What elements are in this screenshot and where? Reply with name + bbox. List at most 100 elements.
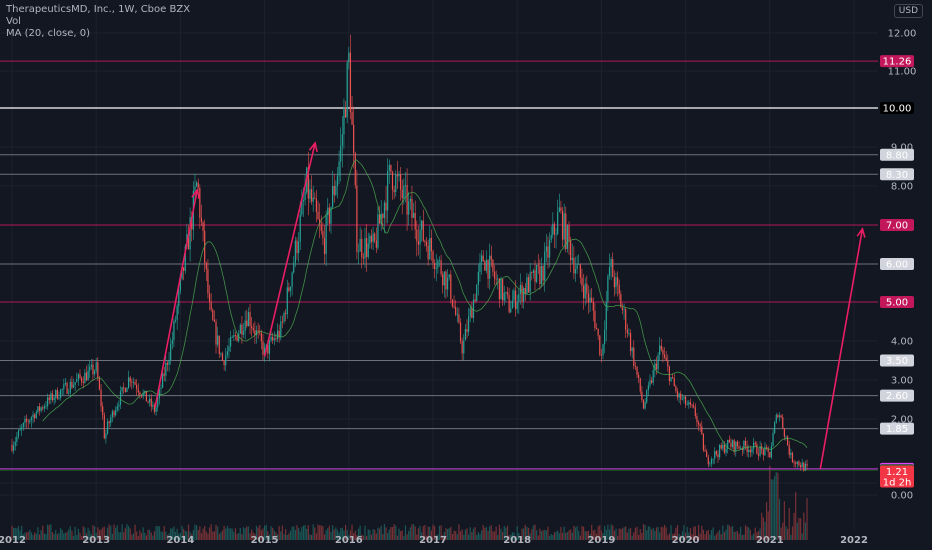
volume-bar: [174, 531, 177, 540]
candle-body: [160, 387, 162, 389]
volume-bar: [145, 535, 147, 540]
level-badge[interactable]: [880, 258, 914, 270]
volume-bar: [495, 526, 497, 540]
candle-body: [264, 347, 266, 355]
volume-bar: [385, 527, 387, 540]
candle-body: [678, 393, 680, 398]
candle-body: [123, 387, 125, 389]
candle-body: [759, 446, 761, 456]
level-badge[interactable]: [880, 389, 914, 402]
volume-bar: [58, 532, 60, 540]
level-badge[interactable]: [880, 219, 914, 231]
volume-bar: [382, 534, 384, 540]
volume-bar: [563, 526, 565, 540]
candle-body: [13, 445, 15, 451]
candle-body: [553, 223, 556, 235]
volume-bar: [103, 526, 105, 540]
volume-bar: [733, 531, 735, 540]
candle-body: [592, 301, 594, 311]
volume-bar: [375, 533, 377, 540]
level-badge[interactable]: [880, 55, 914, 68]
volume-bar: [361, 534, 363, 540]
ma-indicator-label[interactable]: MA (20, close, 0): [6, 28, 91, 39]
candle-body: [547, 246, 549, 258]
volume-bar: [302, 525, 305, 540]
volume-bar: [710, 530, 713, 540]
volume-bar: [276, 534, 279, 540]
symbol-title[interactable]: TherapeuticsMD, Inc., 1W, Cboe BZX: [6, 4, 191, 15]
trend-arrow-line[interactable]: [263, 142, 316, 357]
level-badge[interactable]: [880, 354, 914, 367]
price-tick-label: 12.00: [888, 29, 917, 40]
volume-bar: [497, 534, 499, 540]
volume-bar: [663, 524, 666, 540]
volume-bar: [480, 530, 483, 540]
candle-body: [421, 220, 423, 230]
candle-body: [560, 207, 562, 211]
volume-bar: [43, 533, 45, 540]
trend-arrow-line[interactable]: [819, 228, 864, 470]
candle-body: [234, 335, 237, 337]
volume-bar: [552, 535, 554, 540]
volume-bar: [217, 526, 219, 540]
candle-body: [589, 297, 591, 303]
level-badge[interactable]: [880, 168, 914, 181]
level-badge[interactable]: [880, 102, 914, 114]
candle-body: [336, 175, 339, 186]
level-badge[interactable]: [880, 422, 914, 435]
volume-bar: [754, 527, 756, 540]
volume-bar: [634, 527, 637, 540]
volume-bar: [286, 535, 288, 540]
candle-body: [228, 346, 230, 352]
volume-bar: [523, 528, 525, 540]
volume-bar: [795, 492, 797, 540]
candle-body: [579, 264, 581, 278]
candle-body: [372, 233, 374, 242]
volume-bar: [602, 532, 604, 540]
volume-bar: [299, 531, 301, 540]
candle-body: [223, 360, 225, 366]
currency-badge[interactable]: USD: [893, 4, 923, 18]
volume-bar: [618, 528, 620, 540]
candle-body: [604, 329, 606, 345]
candle-body: [259, 331, 261, 333]
candle-body: [665, 357, 667, 361]
candle-body: [390, 164, 392, 172]
level-badge[interactable]: [880, 148, 914, 161]
volume-bar: [720, 534, 722, 540]
candle-body: [68, 392, 70, 394]
volume-bar: [396, 535, 398, 540]
volume-bar: [489, 526, 491, 540]
volume-indicator-label[interactable]: Vol: [6, 16, 21, 27]
candle-body: [108, 421, 110, 423]
volume-bar: [712, 527, 714, 540]
current-price-badge[interactable]: [880, 465, 914, 488]
candle-body: [476, 285, 478, 302]
candle-body: [803, 462, 805, 471]
volume-bar: [715, 533, 717, 540]
volume-bar: [259, 525, 261, 540]
volume-bar: [383, 524, 386, 540]
volume-bar: [306, 528, 308, 540]
candle-body: [309, 189, 311, 199]
candle-body: [660, 345, 662, 350]
candle-body: [526, 277, 528, 294]
time-axis[interactable]: 2012 2013 2014 2015 2016 2017 2018 2019 2020 2021…: [0, 535, 868, 546]
trend-arrow-line[interactable]: [154, 189, 199, 408]
candle-body: [629, 333, 632, 352]
candle-body: [71, 381, 73, 388]
volume-bar: [16, 528, 18, 540]
candle-body: [367, 243, 369, 258]
volume-bar: [51, 531, 54, 540]
volume-bar: [95, 532, 97, 540]
volume-bar: [458, 524, 460, 540]
volume-bar: [764, 521, 766, 540]
price-axis[interactable]: 12.0011.009.008.006.005.004.003.002.001.…: [880, 29, 916, 502]
candle-body: [121, 387, 123, 392]
level-badge[interactable]: [880, 296, 914, 308]
volume-bar: [419, 525, 421, 540]
candle-body: [310, 189, 313, 202]
volume-bar: [17, 526, 20, 540]
volume-bar: [63, 533, 65, 540]
